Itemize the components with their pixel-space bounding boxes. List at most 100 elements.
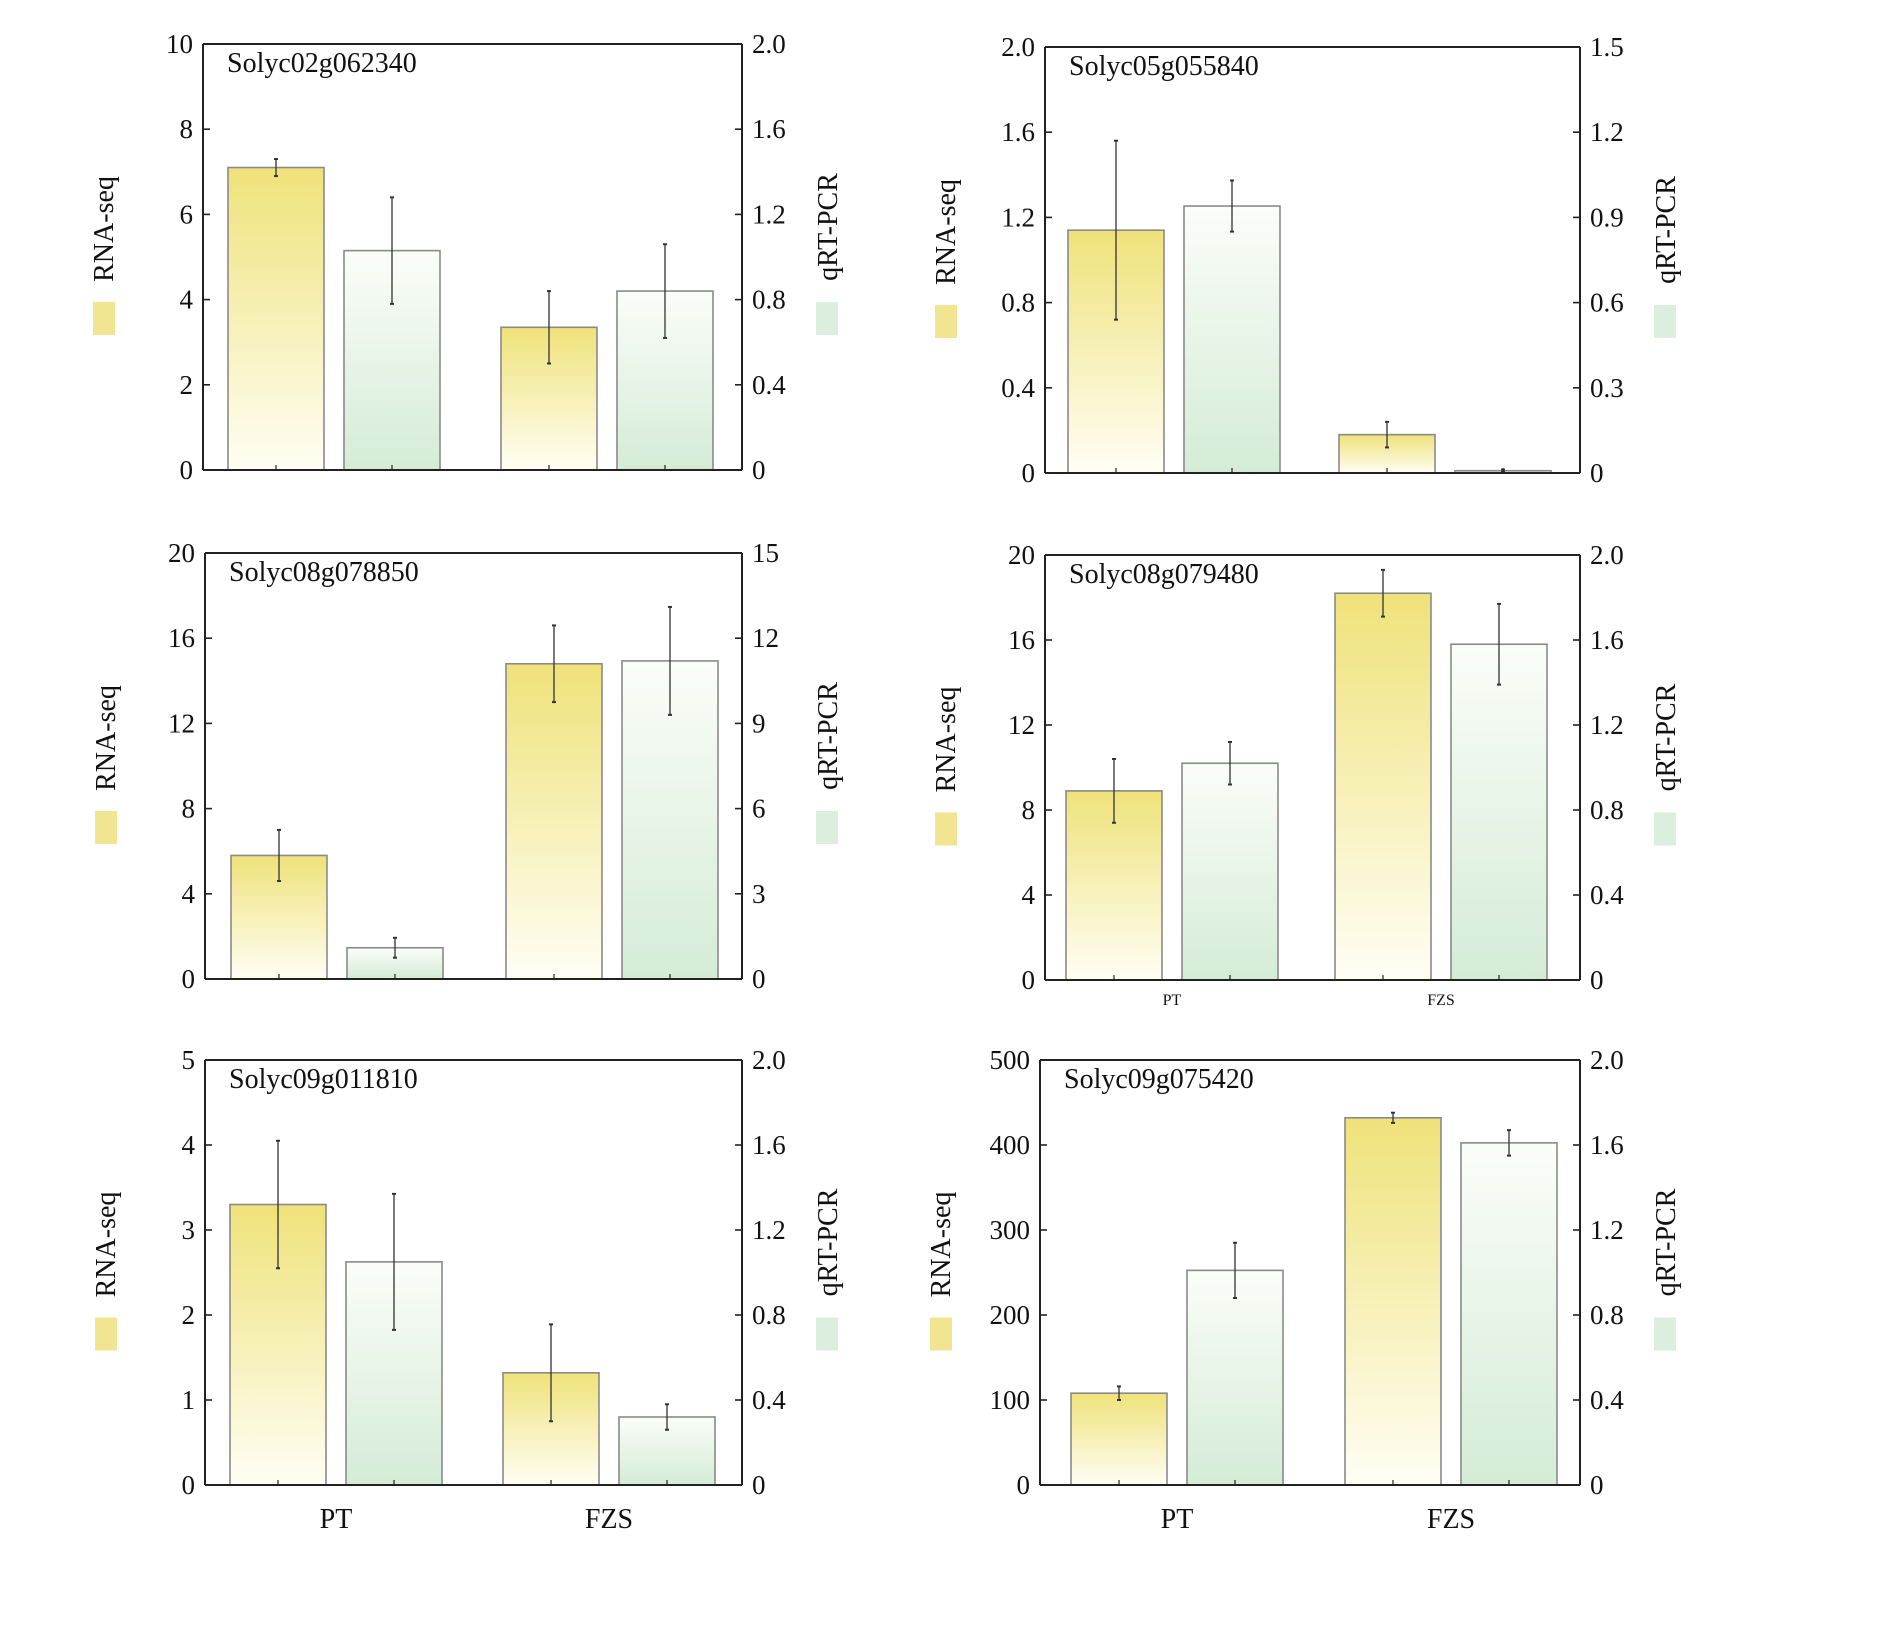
left-tick-label: 8 bbox=[1022, 795, 1036, 825]
right-tick-label: 0.8 bbox=[752, 1300, 786, 1330]
left-tick-label: 6 bbox=[180, 199, 194, 229]
left-tick-label: 4 bbox=[1022, 880, 1036, 910]
right-tick-label: 0.4 bbox=[752, 1385, 786, 1415]
right-tick-label: 2.0 bbox=[752, 1045, 786, 1075]
left-tick-label: 4 bbox=[180, 285, 194, 315]
right-tick-label: 1.6 bbox=[1590, 625, 1624, 655]
right-tick-label: 0.4 bbox=[752, 370, 786, 400]
left-tick-label: 8 bbox=[182, 794, 196, 824]
rna-seq-legend-swatch bbox=[95, 1317, 117, 1351]
category-label-pt: PT bbox=[1161, 1504, 1194, 1535]
qrt-pcr-axis-label: qRT-PCR bbox=[1651, 683, 1682, 791]
left-tick-label: 5 bbox=[182, 1045, 196, 1075]
left-tick-label: 100 bbox=[990, 1385, 1031, 1415]
rna-seq-axis-label: RNA-seq bbox=[89, 176, 120, 282]
right-tick-label: 0 bbox=[752, 1470, 766, 1500]
qrt-pcr-legend-swatch bbox=[1654, 1317, 1676, 1351]
rna-seq-bar-fzs bbox=[1344, 1117, 1442, 1486]
right-tick-label: 1.5 bbox=[1590, 32, 1624, 62]
right-tick-label: 12 bbox=[752, 623, 779, 653]
left-tick-label: 12 bbox=[168, 708, 195, 738]
gene-id-title: Solyc09g011810 bbox=[229, 1064, 418, 1095]
rna-seq-axis-label: RNA-seq bbox=[926, 1192, 957, 1298]
qrt-pcr-legend-swatch bbox=[816, 811, 838, 844]
gene-id-title: Solyc09g075420 bbox=[1064, 1064, 1254, 1095]
qrt-pcr-bar-pt bbox=[1181, 762, 1279, 981]
left-tick-label: 0.4 bbox=[1001, 373, 1035, 403]
left-tick-label: 8 bbox=[180, 114, 194, 144]
left-tick-label: 20 bbox=[168, 538, 195, 568]
rna-seq-bar-pt bbox=[227, 166, 325, 471]
qrt-pcr-legend-swatch bbox=[816, 1317, 838, 1351]
left-tick-label: 1.2 bbox=[1001, 202, 1035, 232]
rna-seq-axis-label: RNA-seq bbox=[91, 685, 122, 791]
right-tick-label: 0.4 bbox=[1590, 880, 1624, 910]
chart-panel-5: 0 1 2 3 4 5 0 0.4 0.8 1.2 1.6 2.0 Solyc09g011810 PT FZ… bbox=[91, 1045, 844, 1535]
rna-seq-axis-label: RNA-seq bbox=[931, 179, 962, 285]
right-tick-label: 0.4 bbox=[1590, 1385, 1624, 1415]
chart-panel-2: 0 0.4 0.8 1.2 1.6 2.0 0 0.3 0.6 0.9 1.2 1.5 Solyc05g… bbox=[931, 32, 1682, 488]
gene-id-title: Solyc02g062340 bbox=[227, 48, 417, 79]
left-tick-label: 20 bbox=[1008, 540, 1035, 570]
left-tick-label: 0 bbox=[1022, 458, 1036, 488]
rna-seq-axis-label: RNA-seq bbox=[91, 1192, 122, 1298]
qrt-pcr-axis-label: qRT-PCR bbox=[813, 682, 844, 790]
left-tick-label: 400 bbox=[990, 1130, 1031, 1160]
chart-panel-4: 0 4 8 12 16 20 0 0.4 0.8 1.2 1.6 2.0 Solyc08g079480 P… bbox=[931, 540, 1682, 1009]
qrt-pcr-axis-label: qRT-PCR bbox=[813, 1188, 844, 1296]
left-tick-label: 2 bbox=[182, 1300, 196, 1330]
gene-id-title: Solyc08g078850 bbox=[229, 557, 419, 588]
category-label-fzs: FZS bbox=[1427, 1504, 1475, 1535]
left-tick-label: 3 bbox=[182, 1215, 196, 1245]
category-label-fzs: FZS bbox=[1427, 992, 1455, 1009]
right-tick-label: 9 bbox=[752, 708, 766, 738]
right-tick-label: 2.0 bbox=[1590, 540, 1624, 570]
right-tick-label: 1.2 bbox=[1590, 1215, 1624, 1245]
qrt-pcr-legend-swatch bbox=[816, 302, 838, 335]
chart-panel-6: 0 100 200 300 400 500 0 0.4 0.8 1.2 1.6 2.0 Solyc09g… bbox=[926, 1045, 1682, 1535]
left-tick-label: 4 bbox=[182, 879, 196, 909]
right-tick-label: 2.0 bbox=[1590, 1045, 1624, 1075]
qrt-pcr-bar-pt bbox=[1183, 205, 1281, 474]
right-tick-label: 1.6 bbox=[1590, 1130, 1624, 1160]
rna-seq-bar-fzs bbox=[505, 662, 603, 980]
right-tick-label: 0 bbox=[1590, 1470, 1604, 1500]
rna-seq-legend-swatch bbox=[935, 812, 957, 846]
right-tick-label: 1.2 bbox=[752, 199, 786, 229]
left-tick-label: 1 bbox=[182, 1385, 196, 1415]
right-tick-label: 1.6 bbox=[752, 114, 786, 144]
gene-id-title: Solyc08g079480 bbox=[1069, 559, 1259, 590]
left-tick-label: 300 bbox=[990, 1215, 1031, 1245]
right-tick-label: 0.8 bbox=[1590, 1300, 1624, 1330]
panels-group: 024681000.40.81.21.62.0Solyc02g062340RNA… bbox=[89, 29, 1682, 1535]
right-tick-label: 1.2 bbox=[752, 1215, 786, 1245]
qrt-pcr-bar-fzs bbox=[1460, 1142, 1558, 1486]
left-tick-label: 12 bbox=[1008, 710, 1035, 740]
left-tick-label: 0 bbox=[180, 455, 194, 485]
rna-seq-bar-fzs bbox=[1334, 592, 1432, 981]
category-label-pt: PT bbox=[320, 1504, 353, 1535]
right-tick-label: 1.6 bbox=[752, 1130, 786, 1160]
rna-seq-legend-swatch bbox=[93, 302, 115, 335]
right-tick-label: 6 bbox=[752, 794, 766, 824]
left-tick-label: 4 bbox=[182, 1130, 196, 1160]
chart-panel-3: 0 4 8 12 16 20 0 3 6 9 12 15 Solyc08g078850 RNA-seq qR… bbox=[91, 538, 844, 994]
rna-seq-bar-pt bbox=[1070, 1392, 1168, 1486]
rna-seq-legend-swatch bbox=[935, 305, 957, 338]
left-tick-label: 16 bbox=[168, 623, 195, 653]
category-label-pt: PT bbox=[1163, 992, 1182, 1009]
left-tick-label: 200 bbox=[990, 1300, 1031, 1330]
right-tick-label: 0.8 bbox=[1590, 795, 1624, 825]
left-tick-label: 0 bbox=[1017, 1470, 1031, 1500]
rna-seq-legend-swatch bbox=[95, 811, 117, 844]
qrt-pcr-axis-label: qRT-PCR bbox=[1651, 176, 1682, 284]
right-tick-label: 15 bbox=[752, 538, 779, 568]
qrt-pcr-bar-pt bbox=[1186, 1269, 1284, 1486]
left-tick-label: 16 bbox=[1008, 625, 1035, 655]
rna-seq-axis-label: RNA-seq bbox=[931, 687, 962, 793]
right-tick-label: 2.0 bbox=[752, 29, 786, 59]
qrt-pcr-bar-fzs bbox=[1450, 643, 1548, 981]
right-tick-label: 0.9 bbox=[1590, 202, 1624, 232]
left-tick-label: 0 bbox=[182, 964, 196, 994]
